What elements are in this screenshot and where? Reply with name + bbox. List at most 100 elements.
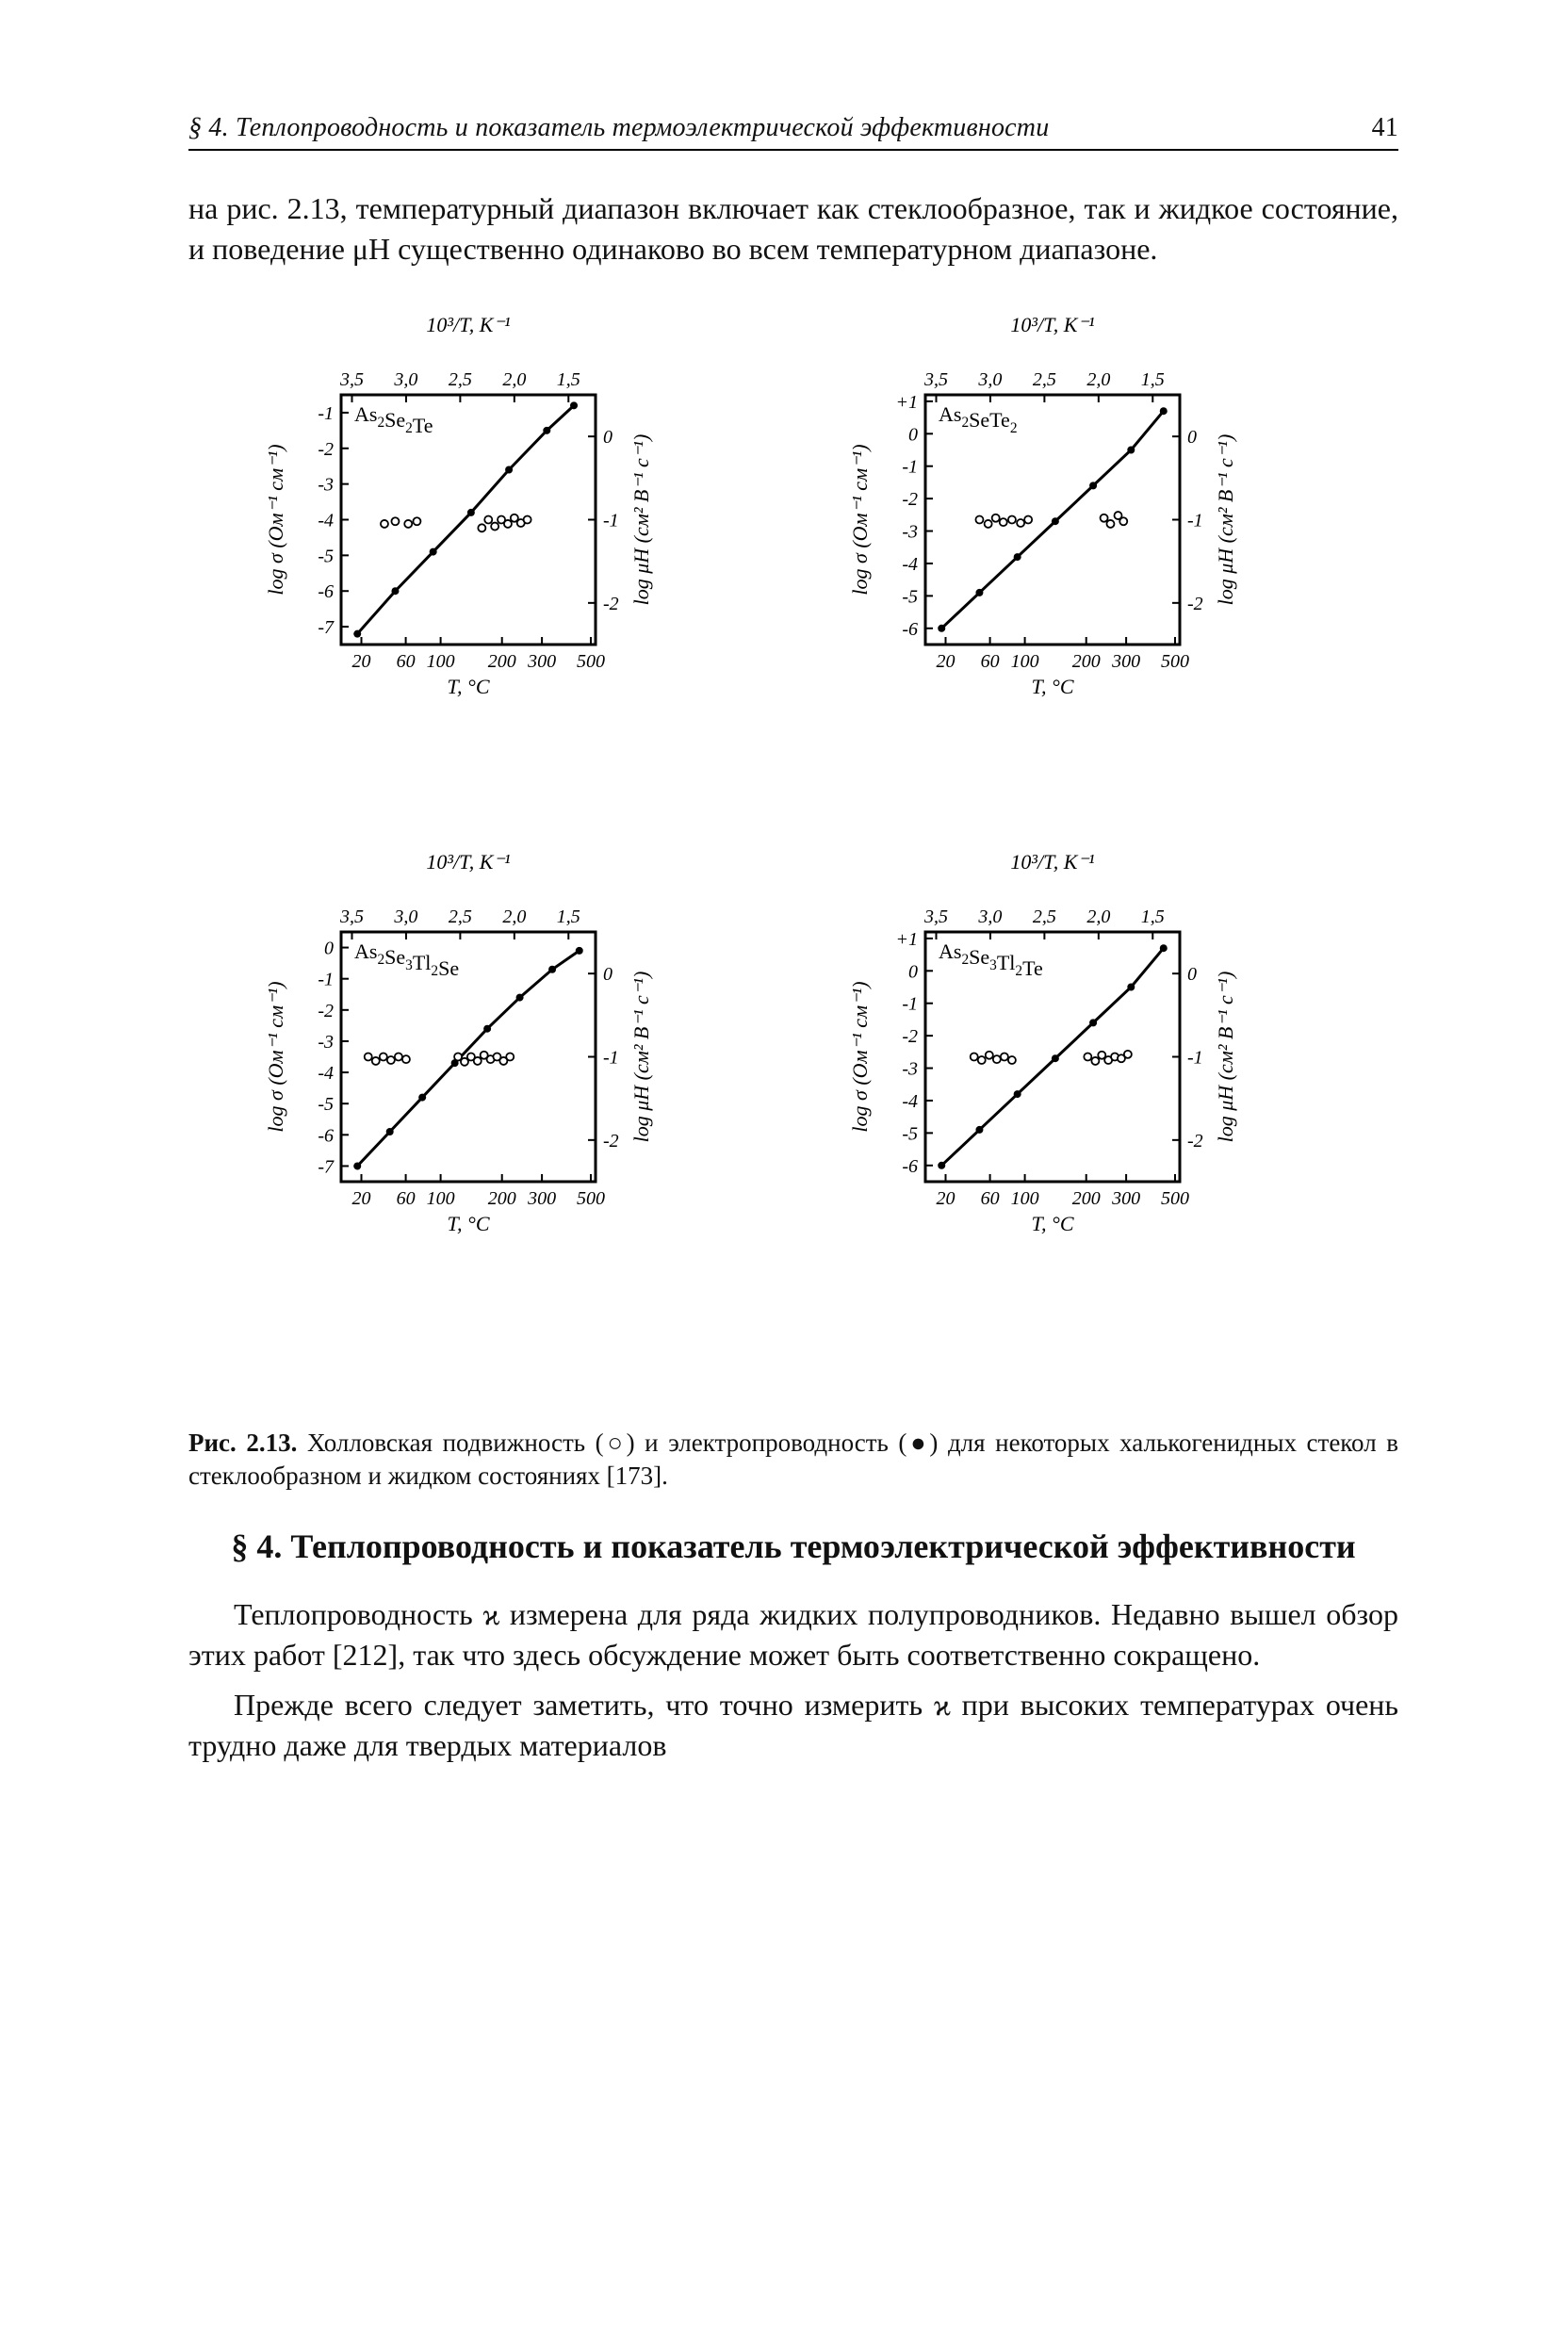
mu-point xyxy=(985,520,992,528)
body-paragraph-2: Прежде всего следует заметить, что точно… xyxy=(188,1685,1398,1766)
bottom-tick-label: 500 xyxy=(1161,651,1189,672)
sigma-point xyxy=(938,1162,945,1169)
right-tick-label: 0 xyxy=(1187,428,1197,449)
top-tick-label: 3,0 xyxy=(393,906,417,927)
mu-point xyxy=(1008,1056,1016,1064)
left-tick-label: -6 xyxy=(318,1126,334,1147)
sigma-point xyxy=(938,625,945,632)
right-tick-label: -2 xyxy=(603,1131,619,1152)
bottom-tick-label: 100 xyxy=(1011,651,1039,672)
mu-point xyxy=(372,1057,380,1065)
bottom-axis-title: T, °C xyxy=(447,675,489,698)
sigma-point xyxy=(353,630,361,638)
left-tick-label: -7 xyxy=(318,1157,335,1178)
bottom-tick-label: 60 xyxy=(397,1188,416,1209)
right-tick-label: -2 xyxy=(1187,594,1203,614)
top-axis-title: 10³/T, K⁻¹ xyxy=(426,850,510,874)
right-axis-title: log μH (см² В⁻¹ с⁻¹) xyxy=(1214,972,1237,1143)
right-tick-label: -1 xyxy=(603,511,619,531)
mu-point xyxy=(1001,1054,1008,1061)
left-tick-label: -1 xyxy=(902,994,918,1015)
mu-point xyxy=(971,1054,978,1061)
sigma-point xyxy=(1127,447,1135,454)
top-tick-label: 3,5 xyxy=(339,369,364,390)
sigma-point xyxy=(430,548,437,556)
mu-point xyxy=(978,1056,986,1064)
left-tick-label: -6 xyxy=(318,582,334,603)
chart-panel: 10³/T, K⁻¹3,53,02,52,01,5+10-1-2-3-4-5-6… xyxy=(848,850,1237,1235)
mu-point xyxy=(395,1054,402,1061)
left-tick-label: -3 xyxy=(318,475,334,496)
bottom-tick-label: 20 xyxy=(351,1188,370,1209)
bottom-tick-label: 60 xyxy=(397,651,416,672)
right-axis-title: log μH (см² В⁻¹ с⁻¹) xyxy=(1214,434,1237,606)
bottom-tick-label: 500 xyxy=(1161,1188,1189,1209)
mu-point xyxy=(1008,516,1016,524)
bottom-tick-label: 300 xyxy=(527,1188,556,1209)
figure-svg: 10³/T, K⁻¹ 3,5 3,0 2,5 2,0 1,5 -1 -2 -3 -4 -5 -6 -7 0… xyxy=(200,296,1387,1408)
top-tick-label: 2,0 xyxy=(502,906,526,927)
compound-formula: As2Se2Te xyxy=(354,402,433,437)
left-tick-label: -5 xyxy=(318,1095,334,1116)
chart-panel: 10³/T, K⁻¹3,53,02,52,01,50-1-2-3-4-5-6-7… xyxy=(264,850,653,1235)
section-heading: § 4. Теплопроводность и показатель термо… xyxy=(188,1526,1398,1568)
right-tick-label: -2 xyxy=(603,594,619,614)
bottom-tick-label: 300 xyxy=(527,651,556,672)
bottom-tick-label: 500 xyxy=(577,651,605,672)
bottom-tick-label: 200 xyxy=(1072,1188,1101,1209)
top-tick-label: 2,5 xyxy=(449,369,472,390)
sigma-point xyxy=(1089,1020,1097,1027)
top-tick-label: 2,0 xyxy=(1086,369,1110,390)
right-tick-label: 0 xyxy=(1187,965,1197,986)
left-tick-label: -3 xyxy=(902,522,918,543)
right-tick-label: 0 xyxy=(603,428,612,449)
left-axis-title: log σ (Ом⁻¹ см⁻¹) xyxy=(848,445,872,596)
top-tick-label: 2,5 xyxy=(449,906,472,927)
running-head: § 4. Теплопроводность и показатель термо… xyxy=(188,113,1398,151)
mu-point xyxy=(993,1056,1001,1064)
mu-point xyxy=(1000,519,1007,527)
mu-point xyxy=(504,520,512,528)
sigma-point xyxy=(1052,518,1059,526)
left-axis-title: log σ (Ом⁻¹ см⁻¹) xyxy=(848,982,872,1133)
compound-formula: As2Se3Tl2Se xyxy=(354,939,459,980)
figure-caption: Рис. 2.13. Холловская подвижность (○) и … xyxy=(188,1427,1398,1493)
left-tick-label: -6 xyxy=(902,1156,918,1177)
mu-point xyxy=(413,518,420,526)
mu-point xyxy=(1119,518,1127,526)
left-tick-label: 0 xyxy=(908,425,918,446)
left-tick-label: -7 xyxy=(318,617,335,638)
left-tick-label: -4 xyxy=(318,511,334,531)
sigma-point xyxy=(1160,945,1168,953)
sigma-point xyxy=(543,427,550,434)
sigma-point xyxy=(570,402,578,410)
left-tick-label: -2 xyxy=(318,1001,334,1021)
bottom-tick-label: 60 xyxy=(981,1188,1000,1209)
right-axis-title: log μH (см² В⁻¹ с⁻¹) xyxy=(629,972,653,1143)
left-axis-title: log σ (Ом⁻¹ см⁻¹) xyxy=(264,445,287,596)
figure-caption-label: Рис. 2.13. xyxy=(188,1429,297,1457)
left-tick-label: -4 xyxy=(318,1063,334,1084)
right-axis-title: log μH (см² В⁻¹ с⁻¹) xyxy=(629,434,653,606)
bottom-tick-label: 60 xyxy=(981,651,1000,672)
figure-caption-text: Холловская подвижность (○) и электропров… xyxy=(188,1429,1398,1490)
bottom-tick-label: 100 xyxy=(1011,1188,1039,1209)
bottom-axis-title: T, °C xyxy=(1031,1212,1073,1235)
page: § 4. Теплопроводность и показатель термо… xyxy=(0,0,1568,2352)
mu-point xyxy=(391,518,399,526)
body-paragraph-1: Теплопроводность ϰ измерена для ряда жид… xyxy=(188,1594,1398,1675)
top-axis-title: 10³/T, K⁻¹ xyxy=(426,313,510,336)
left-tick-label: -2 xyxy=(902,490,918,511)
left-tick-label: -1 xyxy=(318,970,334,990)
left-tick-label: -5 xyxy=(318,547,334,567)
sigma-point xyxy=(483,1025,491,1033)
mu-point xyxy=(387,1056,395,1064)
top-tick-label: 1,5 xyxy=(1141,369,1165,390)
sigma-point xyxy=(1014,1090,1021,1098)
sigma-point xyxy=(1014,553,1021,561)
bottom-tick-label: 100 xyxy=(427,651,455,672)
bottom-tick-label: 20 xyxy=(936,651,955,672)
mu-point xyxy=(1124,1051,1132,1058)
mu-point xyxy=(478,525,485,532)
right-tick-label: 0 xyxy=(603,965,612,986)
